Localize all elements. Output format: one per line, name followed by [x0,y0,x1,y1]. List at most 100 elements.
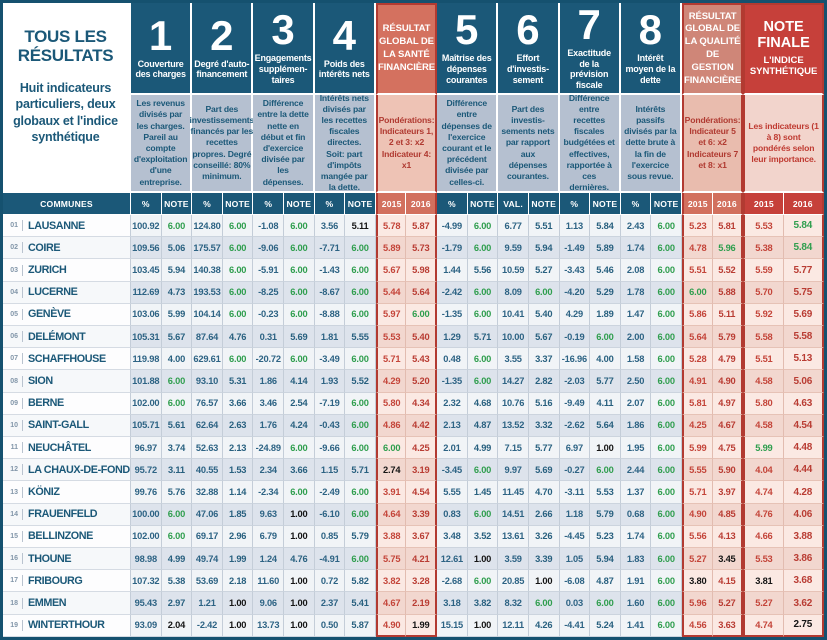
value-text: -2.68 [441,575,462,586]
value-cell: 5.88 [712,281,744,304]
value-cell: 140.38 [192,259,223,282]
value-cell: 69.17 [192,525,223,549]
value-cell: 4.64 [375,503,407,526]
value-text: 1.18 [565,509,584,520]
value-text: 6.00 [351,353,369,364]
value-cell: 4.99 [467,437,499,460]
value-cell: 2.66 [528,503,560,526]
value-text: 6.00 [473,242,492,253]
value-text: 4.58 [755,420,773,431]
indicator-header-3: 3 Engagements supplémen-taires [253,3,315,95]
value-text: 1.89 [596,309,614,320]
value-text: 4.25 [689,420,707,431]
value-cell: 107.32 [131,570,162,593]
value-cell: 6.00 [222,281,254,304]
value-text: 5.56 [689,531,707,542]
value-cell: 6.00 [651,303,682,327]
value-text: 5.51 [755,353,773,364]
value-text: 93.10 [195,376,219,387]
value-cell: 2.44 [620,459,652,482]
value-cell: 1.18 [559,503,591,526]
value-cell: 2.13 [437,414,468,438]
value-cell: 32.88 [192,481,223,504]
value-text: 4.26 [535,620,553,631]
value-text: 6.00 [351,287,369,298]
value-cell: 6.00 [345,348,376,371]
value-cell: 3.97 [712,481,744,504]
value-cell: 5.20 [406,370,438,393]
value-cell: 5.99 [681,437,713,460]
value-text: 4.87 [473,420,492,431]
value-text: 4.76 [228,331,247,342]
value-cell: -2.62 [559,414,591,438]
value-cell: 5.90 [712,459,744,482]
value-cell: 4.13 [712,525,744,549]
value-cell: -9.66 [314,437,346,460]
value-text: 1.81 [320,331,339,342]
value-cell: -3.49 [314,348,346,371]
indicator-number: 5 [455,6,479,54]
value-text: 1.53 [228,464,247,475]
value-text: 6.97 [565,442,584,453]
sub-header-2016: 2016 [783,193,824,215]
sub-header-%: % [314,193,346,215]
value-text: 5.64 [596,420,614,431]
value-text: 5.77 [596,376,614,387]
value-text: 107.32 [132,575,160,586]
value-cell: 6.00 [161,370,193,393]
value-text: 6.00 [412,309,430,320]
value-cell: 5.58 [743,326,784,349]
value-cell: 6.00 [590,326,621,349]
commune-name: LUCERNE [28,286,78,299]
value-text: 2.08 [626,265,645,275]
value-text: 2.01 [443,442,461,453]
value-text: 6.00 [657,442,676,453]
value-cell: 1.58 [620,348,652,371]
value-cell: 20.85 [498,570,529,593]
value-text: 0.31 [259,331,278,342]
value-cell: 3.26 [528,525,560,549]
value-cell: 1.44 [437,259,468,282]
sub-header-2015: 2015 [743,193,784,215]
value-text: 4.67 [383,598,401,609]
value-cell: 3.18 [437,592,468,615]
value-cell: 4.06 [783,503,824,526]
value-text: 3.32 [535,420,553,431]
value-cell: 6.00 [222,259,254,282]
value-cell: 1.00 [284,503,315,526]
value-text: 1.00 [290,620,308,631]
commune-name: NEUCHÂTEL [28,441,91,454]
value-text: -3.11 [564,487,585,498]
value-text: 2.66 [535,509,553,520]
value-text: 3.18 [443,598,461,609]
value-cell: 5.79 [712,326,744,349]
value-text: 6.00 [351,553,369,564]
value-text: 3.28 [412,575,430,586]
value-text: 6.00 [657,509,676,520]
value-text: 103.06 [132,309,160,320]
value-cell: 6.00 [345,259,376,282]
value-cell: 1.41 [620,614,652,637]
value-cell: -1.79 [437,237,468,260]
value-cell: 4.73 [161,281,193,304]
value-cell: 5.67 [528,326,560,349]
value-text: 5.86 [689,309,707,320]
value-text: 3.82 [473,598,492,609]
value-cell: 96.97 [131,437,162,460]
value-cell: 4.34 [406,392,438,415]
value-text: 103.45 [132,265,160,275]
value-cell: 2.82 [528,370,560,393]
value-cell: 5.84 [590,215,621,238]
value-cell: -1.43 [314,259,346,282]
value-text: 5.70 [755,287,773,298]
value-text: -4.41 [564,620,585,631]
value-cell: 175.57 [192,237,223,260]
value-text: 6.00 [351,242,369,253]
value-text: -3.49 [319,353,340,364]
value-cell: 5.82 [345,570,376,593]
value-text: 5.38 [167,575,186,586]
value-text: 4.79 [718,353,736,364]
value-cell: 2.97 [161,592,193,615]
commune-name: FRIBOURG [28,574,83,587]
value-cell: 4.87 [590,570,621,593]
